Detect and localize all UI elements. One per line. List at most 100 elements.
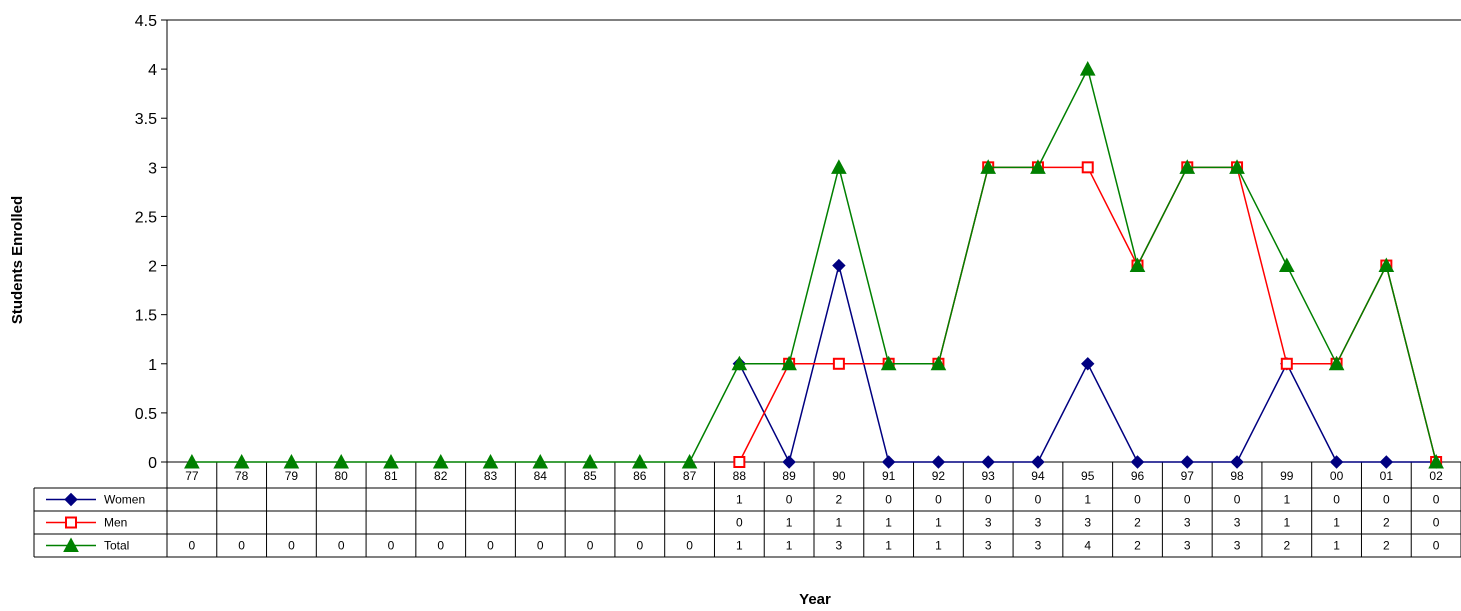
table-cell-value: 1 (1333, 516, 1340, 530)
y-tick-label: 4.5 (135, 13, 157, 30)
x-tick-label: 84 (534, 469, 548, 483)
series-line (191, 66, 1437, 463)
legend-label: Total (104, 539, 129, 553)
y-axis-label: Students Enrolled (9, 196, 26, 324)
y-axis-ticks: 0 0.5 1 1.5 2 2.5 3 3.5 4 4.5 (135, 13, 167, 472)
table-cell-value: 0 (537, 539, 544, 553)
data-point (482, 453, 499, 469)
table-cell-value: 0 (636, 539, 643, 553)
y-tick-label: 0.5 (135, 406, 157, 423)
data-point (681, 453, 698, 469)
data-point (1031, 455, 1045, 469)
x-tick-label: 00 (1330, 469, 1344, 483)
x-tick-label: 90 (832, 469, 846, 483)
table-cell-value: 0 (189, 539, 196, 553)
table-cell-value: 0 (985, 493, 992, 507)
table-cell-value: 0 (1333, 493, 1340, 507)
data-point (731, 355, 748, 371)
x-tick-label: 88 (733, 469, 747, 483)
data-point (1280, 357, 1293, 370)
table-cell-value: 1 (786, 539, 793, 553)
data-point (782, 455, 796, 469)
x-tick-label: 79 (285, 469, 299, 483)
table-cell-value: 0 (786, 493, 793, 507)
data-point (880, 355, 897, 371)
table-cell-value: 1 (736, 493, 743, 507)
data-point (1130, 455, 1145, 469)
table-cell-value: 3 (1184, 539, 1191, 553)
table-cell-value: 0 (885, 493, 892, 507)
y-tick-label: 4 (148, 62, 157, 79)
table-cell-value: 2 (836, 493, 843, 507)
data-point (832, 357, 845, 370)
data-point (1278, 257, 1295, 273)
x-tick-label: 78 (235, 469, 249, 483)
x-tick-label: 87 (683, 469, 697, 483)
series-line (738, 166, 1437, 463)
data-table: 77 78 79 80 81 82 83 84 85 86 87 88 89 90 91 92 93 94 95 96… (33, 462, 1461, 558)
table-cell-value: 0 (288, 539, 295, 553)
y-tick-label: 3.5 (135, 111, 157, 128)
series-total (184, 61, 1444, 469)
data-point (1180, 455, 1194, 469)
data-point (981, 455, 995, 469)
x-tick-label: 91 (882, 469, 896, 483)
table-cell-value: 1 (1283, 493, 1290, 507)
x-tick-label: 95 (1081, 469, 1095, 483)
data-point (930, 355, 947, 371)
data-point (383, 453, 399, 469)
table-cell-value: 0 (1383, 493, 1390, 507)
table-cell-value: 0 (1184, 493, 1191, 507)
data-point (582, 453, 598, 469)
table-cell-value: 4 (1084, 539, 1091, 553)
table-cell-value: 1 (935, 539, 942, 553)
table-cell-value: 0 (1433, 516, 1440, 530)
table-cell-value: 1 (786, 516, 793, 530)
y-tick-label: 1 (148, 357, 157, 374)
x-tick-label: 77 (185, 469, 199, 483)
table-cell-value: 3 (1035, 539, 1042, 553)
table-cell-value: 1 (1084, 493, 1091, 507)
data-point (832, 258, 846, 273)
table-cell-value: 1 (885, 539, 892, 553)
data-point (1328, 355, 1345, 371)
legend-label: Women (104, 493, 145, 507)
data-point (980, 159, 997, 174)
table-cell-value: 2 (1134, 539, 1141, 553)
table-cell-value: 1 (736, 539, 743, 553)
table-cell-value: 1 (935, 516, 942, 530)
x-tick-label: 81 (384, 469, 398, 483)
data-point (184, 453, 200, 469)
table-cell-value: 1 (885, 516, 892, 530)
axes (166, 19, 1461, 463)
y-tick-label: 0 (148, 455, 157, 472)
table-cell-value: 3 (1234, 539, 1241, 553)
table-cell-value: 0 (1433, 493, 1440, 507)
table-cell-value: 0 (487, 539, 494, 553)
table-cell-value: 0 (1234, 493, 1241, 507)
x-tick-label: 96 (1131, 469, 1145, 483)
table-cell-value: 2 (1283, 539, 1290, 553)
table-cell-value: 3 (1035, 516, 1042, 530)
table-cell-value: 0 (1433, 539, 1440, 553)
data-point (233, 453, 250, 469)
data-point (831, 159, 847, 174)
table-cell-value: 0 (1035, 493, 1042, 507)
data-point (1229, 159, 1245, 174)
legend-marker (63, 537, 79, 552)
data-point (1129, 257, 1146, 273)
legend-marker (65, 516, 77, 529)
legend-label: Men (104, 516, 127, 530)
x-tick-label: 85 (583, 469, 597, 483)
table-cell-value: 0 (587, 539, 594, 553)
data-point (881, 455, 896, 469)
table-cell-value: 3 (1184, 516, 1191, 530)
y-tick-label: 1.5 (135, 308, 157, 325)
table-cell-value: 2 (1134, 516, 1141, 530)
data-point (1030, 159, 1046, 174)
data-point (631, 453, 648, 469)
data-point (532, 453, 549, 469)
data-point (1179, 159, 1196, 174)
data-point (1428, 453, 1444, 469)
series-lines (184, 61, 1444, 469)
